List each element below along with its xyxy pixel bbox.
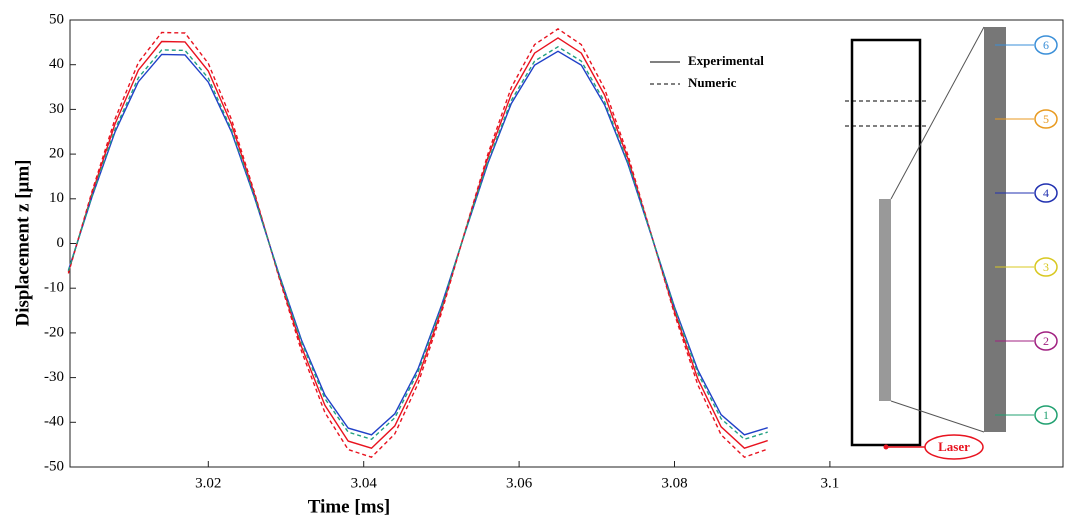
laser-badge	[924, 434, 984, 460]
marker-label: 4	[1043, 186, 1049, 200]
specimen-sample	[879, 199, 891, 401]
x-tick-label: 3.04	[351, 475, 378, 491]
legend-label: Numeric	[688, 75, 737, 90]
marker-label: 3	[1043, 260, 1049, 274]
marker-label: 6	[1043, 38, 1049, 52]
y-tick-label: -40	[44, 414, 64, 430]
x-tick-label: 3.06	[506, 475, 533, 491]
diagram	[845, 26, 1006, 447]
legend-label: Experimental	[688, 53, 764, 68]
marker-badge	[1034, 109, 1058, 129]
marker-badge	[1034, 257, 1058, 277]
y-tick-label: 30	[49, 101, 64, 117]
y-tick-label: 40	[49, 56, 64, 72]
y-tick-label: -20	[44, 324, 64, 340]
y-tick-label: -50	[44, 458, 64, 474]
marker-badge	[1034, 331, 1058, 351]
x-axis-label: Time [ms]	[308, 496, 391, 517]
marker-label: 2	[1043, 334, 1049, 348]
x-tick-label: 3.1	[821, 475, 840, 491]
zoom-line	[890, 26, 985, 200]
y-tick-label: 10	[49, 190, 64, 206]
y-tick-label: -10	[44, 280, 64, 296]
marker-label: 1	[1043, 408, 1049, 422]
series-line	[67, 28, 768, 459]
marker-badge	[1034, 405, 1058, 425]
x-tick-label: 3.08	[661, 475, 687, 491]
plot-frame	[69, 19, 1064, 468]
x-tick-label: 3.02	[195, 475, 221, 491]
laser-point	[883, 444, 889, 450]
y-tick-label: 0	[57, 235, 65, 251]
y-tick-label: 50	[49, 11, 64, 27]
marker-label: 5	[1043, 112, 1049, 126]
y-tick-label: 20	[49, 146, 64, 162]
series-line	[67, 45, 768, 441]
y-axis-label: Displacement z [μm]	[12, 160, 33, 327]
marker-badge	[1034, 183, 1058, 203]
marker-badge	[1034, 35, 1058, 55]
series-line	[67, 37, 768, 449]
laser-label: Laser	[938, 439, 970, 454]
y-tick-label: -30	[44, 369, 64, 385]
zoom-sample	[984, 27, 1006, 432]
zoom-line	[890, 400, 985, 433]
